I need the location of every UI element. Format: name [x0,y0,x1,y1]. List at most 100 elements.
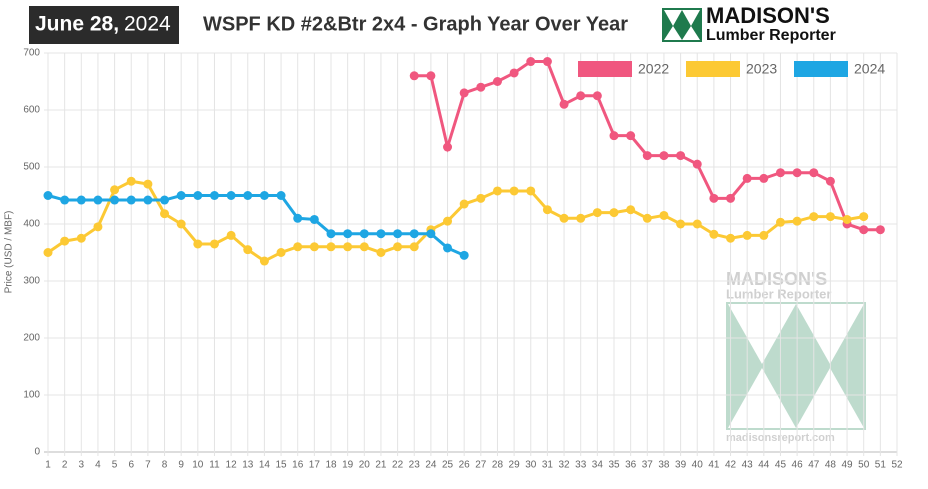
point [393,242,403,252]
x-tick-label: 37 [642,460,654,471]
point [93,222,103,232]
point [642,213,652,223]
x-tick-label: 9 [178,460,184,471]
point [825,176,835,186]
point [526,186,536,196]
point [509,186,519,196]
point [376,248,386,257]
point [459,199,469,209]
point [60,236,70,246]
point [842,214,852,224]
logo: MADISON'S Lumber Reporter [662,3,836,44]
watermark-name: MADISON'S [726,269,827,289]
point [293,242,303,252]
point [676,151,686,161]
date: June 28, [35,13,119,36]
legend-swatch [578,61,632,77]
x-tick-label: 45 [775,460,787,471]
point [775,217,785,227]
point [293,213,303,223]
x-tick-label: 24 [425,460,437,471]
point [193,239,203,249]
point [176,219,186,229]
x-tick-label: 30 [525,460,537,471]
point [276,248,286,257]
x-tick-label: 15 [275,460,287,471]
point [76,195,86,205]
x-tick-label: 40 [692,460,704,471]
point [176,191,186,200]
point [110,195,120,205]
y-tick-label: 300 [23,276,40,287]
x-tick-label: 44 [758,460,770,471]
point [43,248,53,257]
point [559,213,569,223]
point [759,173,769,183]
point [226,230,236,240]
point [443,142,453,152]
x-tick-label: 1 [45,460,51,471]
point [542,57,552,67]
x-tick-label: 41 [708,460,720,471]
point [726,193,736,203]
point [509,68,519,78]
x-tick-label: 28 [492,460,504,471]
point [376,229,386,239]
point [742,173,752,183]
point [60,195,70,205]
x-tick-label: 13 [242,460,254,471]
x-tick-label: 11 [209,460,220,471]
point [143,179,153,189]
x-tick-label: 2 [62,460,68,471]
y-axis-label: Price (USD / MBF) [4,211,15,294]
point [576,91,586,101]
point [659,210,669,220]
point [409,71,419,81]
point [759,230,769,240]
point [526,57,536,67]
x-tick-label: 26 [459,460,471,471]
point [193,191,203,200]
year: 2024 [124,13,171,36]
point [492,186,502,196]
point [126,195,136,205]
point [726,233,736,243]
point [659,151,669,161]
point [825,212,835,222]
point [209,239,219,249]
point [259,191,269,200]
point [742,230,752,240]
x-tick-label: 22 [392,460,404,471]
point [709,193,719,203]
point [243,191,253,200]
point [309,242,319,252]
point [209,191,219,200]
point [443,216,453,226]
point [326,242,336,252]
point [143,195,153,205]
point [259,256,269,266]
chart-title: WSPF KD #2&Btr 2x4 - Graph Year Over Yea… [203,13,628,35]
point [476,82,486,92]
x-tick-label: 35 [608,460,620,471]
x-tick-label: 34 [592,460,604,471]
point [76,233,86,243]
x-tick-label: 42 [725,460,737,471]
x-tick-label: 5 [112,460,118,471]
x-tick-label: 51 [875,460,887,471]
point [359,229,369,239]
point [592,208,602,218]
x-tick-label: 12 [226,460,238,471]
point [709,229,719,239]
legend-label: 2023 [746,61,777,77]
x-tick-label: 6 [128,460,134,471]
legend-label: 2022 [638,61,669,77]
point [326,229,336,239]
legend-swatch [794,61,848,77]
x-tick-label: 46 [792,460,804,471]
point [692,219,702,229]
x-tick-label: 32 [558,460,570,471]
point [160,195,170,205]
point [343,242,353,252]
x-tick-label: 38 [658,460,670,471]
